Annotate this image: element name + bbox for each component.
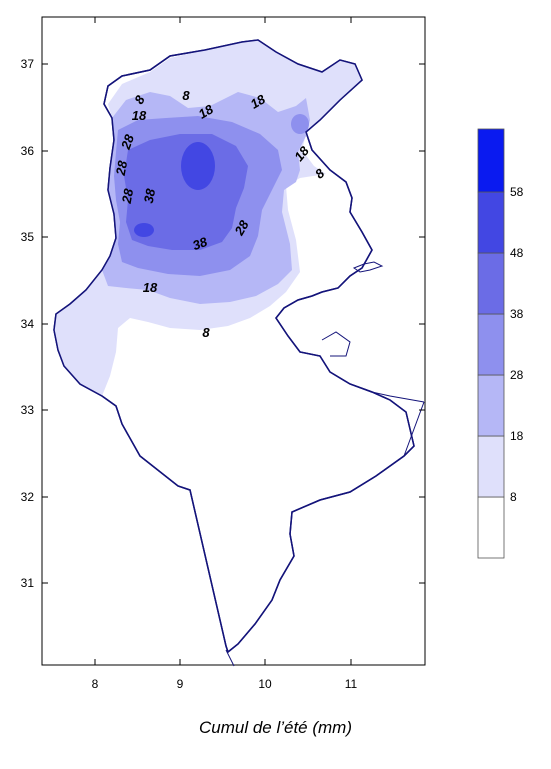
legend-swatch-2 (477, 374, 505, 437)
y-tick-label: 33 (21, 403, 35, 417)
contour-label: 18 (132, 108, 147, 123)
y-tick-label: 35 (21, 230, 35, 244)
contour-label: 28 (119, 187, 137, 206)
contour-label: 18 (143, 280, 158, 295)
x-tick-label: 8 (92, 677, 99, 691)
south-border (225, 649, 235, 667)
zone-38-48 (124, 134, 248, 250)
x-tick-label: 11 (345, 677, 358, 691)
contour-label: 38 (141, 187, 158, 205)
kerkennah-island (352, 261, 384, 273)
legend-label: 38 (510, 307, 524, 321)
gulf-coast-line (371, 391, 425, 403)
y-tick-label: 34 (21, 317, 35, 331)
legend-label: 58 (510, 185, 524, 199)
zone-ne-low (252, 76, 288, 96)
y-tick-label: 31 (21, 576, 35, 590)
libya-border (403, 401, 425, 457)
zone-48-58-west (134, 223, 154, 237)
x-tick-label: 9 (177, 677, 184, 691)
legend-swatch-4 (477, 252, 505, 315)
legend-colorbar (477, 128, 505, 559)
zone-ne-spot (291, 114, 309, 134)
contour-label: 8 (202, 325, 210, 340)
legend-swatch-6 (477, 128, 505, 193)
legend-label: 8 (510, 490, 517, 504)
legend-label: 18 (510, 429, 524, 443)
zone-48-58 (181, 142, 215, 190)
y-tick-label: 32 (21, 490, 35, 504)
legend-swatch-5 (477, 191, 505, 254)
contour-label: 28 (113, 159, 131, 178)
legend-label: 28 (510, 368, 524, 382)
contour-label: 8 (182, 88, 190, 103)
x-tick-label: 10 (258, 677, 272, 691)
y-tick-label: 36 (21, 144, 35, 158)
y-tick-label: 37 (21, 57, 35, 71)
legend-swatch-0 (477, 496, 505, 559)
legend-label: 48 (510, 246, 524, 260)
map-caption: Cumul de l’été (mm) (198, 718, 353, 737)
contour-label: 38 (190, 234, 209, 253)
tunisia-outline (53, 39, 415, 654)
legend-swatch-3 (477, 313, 505, 376)
axis-ticks (42, 17, 425, 665)
legend-swatch-1 (477, 435, 505, 498)
contour-label: 28 (118, 132, 138, 152)
djerba-coast (321, 331, 351, 357)
contour-label: 28 (231, 217, 252, 239)
